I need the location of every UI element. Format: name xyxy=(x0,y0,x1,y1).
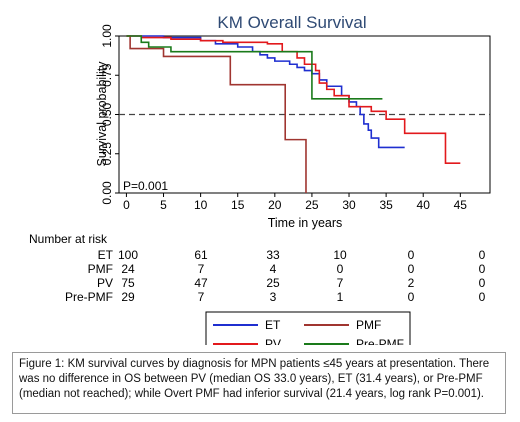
x-tick-label: 30 xyxy=(342,198,356,212)
y-tick-label: 0.25 xyxy=(100,142,114,166)
risk-count: 75 xyxy=(121,276,135,290)
legend: ET PMF PV Pre-PMF xyxy=(205,311,411,345)
series-line-pre-pmf xyxy=(126,35,383,100)
risk-count: 100 xyxy=(118,248,138,262)
risk-count: 0 xyxy=(337,262,344,276)
series-line-pv xyxy=(126,35,461,164)
risk-table-header: Number at risk xyxy=(29,232,108,246)
x-tick-label: 15 xyxy=(231,198,245,212)
series-line-pmf xyxy=(126,35,307,193)
figure-caption: Figure 1: KM survival curves by diagnosi… xyxy=(12,352,506,414)
risk-row-label: Pre-PMF xyxy=(65,290,113,304)
risk-count: 29 xyxy=(121,290,135,304)
risk-count: 47 xyxy=(194,276,208,290)
risk-count: 0 xyxy=(408,290,415,304)
p-value-annotation: P=0.001 xyxy=(123,179,168,193)
risk-count: 2 xyxy=(408,276,415,290)
x-axis-label: Time in years xyxy=(268,216,343,230)
x-tick-label: 20 xyxy=(268,198,282,212)
risk-count: 61 xyxy=(194,248,208,262)
series-line-et xyxy=(126,35,405,149)
y-tick-label: 0.50 xyxy=(100,102,114,126)
risk-count: 4 xyxy=(270,262,277,276)
legend-label-pv: PV xyxy=(265,337,281,345)
chart-title: KM Overall Survival xyxy=(217,13,366,32)
risk-row-label: ET xyxy=(98,248,114,262)
x-tick-label: 0 xyxy=(123,198,130,212)
x-tick-label: 40 xyxy=(417,198,431,212)
risk-count: 0 xyxy=(408,262,415,276)
y-axis-label: Survival probability xyxy=(95,61,109,167)
risk-count: 25 xyxy=(266,276,280,290)
legend-box xyxy=(205,311,411,345)
x-tick-label: 5 xyxy=(160,198,167,212)
x-tick-label: 25 xyxy=(305,198,319,212)
risk-count: 7 xyxy=(198,262,205,276)
legend-label-pmf: PMF xyxy=(356,318,381,332)
risk-count: 24 xyxy=(121,262,135,276)
y-tick-label: 1.00 xyxy=(100,24,114,48)
risk-count: 10 xyxy=(333,248,347,262)
legend-label-pre-pmf: Pre-PMF xyxy=(356,337,404,345)
y-tick-label: 0.75 xyxy=(100,63,114,87)
km-survival-chart: KM Overall Survival Survival probability… xyxy=(29,13,491,345)
axes: 0 5 10 15 20 25 30 35 40 45 0.00 0.25 0.50 0.75 1.00 xyxy=(100,24,491,212)
risk-count: 0 xyxy=(479,276,486,290)
y-tick-label: 0.00 xyxy=(100,181,114,205)
risk-count: 7 xyxy=(198,290,205,304)
risk-count: 3 xyxy=(270,290,277,304)
x-tick-label: 45 xyxy=(454,198,468,212)
x-tick-label: 35 xyxy=(379,198,393,212)
x-tick-label: 10 xyxy=(194,198,208,212)
risk-row-label: PV xyxy=(97,276,113,290)
survival-curves xyxy=(126,35,461,193)
risk-count: 1 xyxy=(337,290,344,304)
risk-count: 0 xyxy=(479,290,486,304)
risk-count: 0 xyxy=(479,248,486,262)
risk-row-label: PMF xyxy=(88,262,113,276)
risk-count: 0 xyxy=(479,262,486,276)
legend-label-et: ET xyxy=(265,318,281,332)
risk-count: 33 xyxy=(266,248,280,262)
risk-count: 0 xyxy=(408,248,415,262)
risk-count: 7 xyxy=(337,276,344,290)
